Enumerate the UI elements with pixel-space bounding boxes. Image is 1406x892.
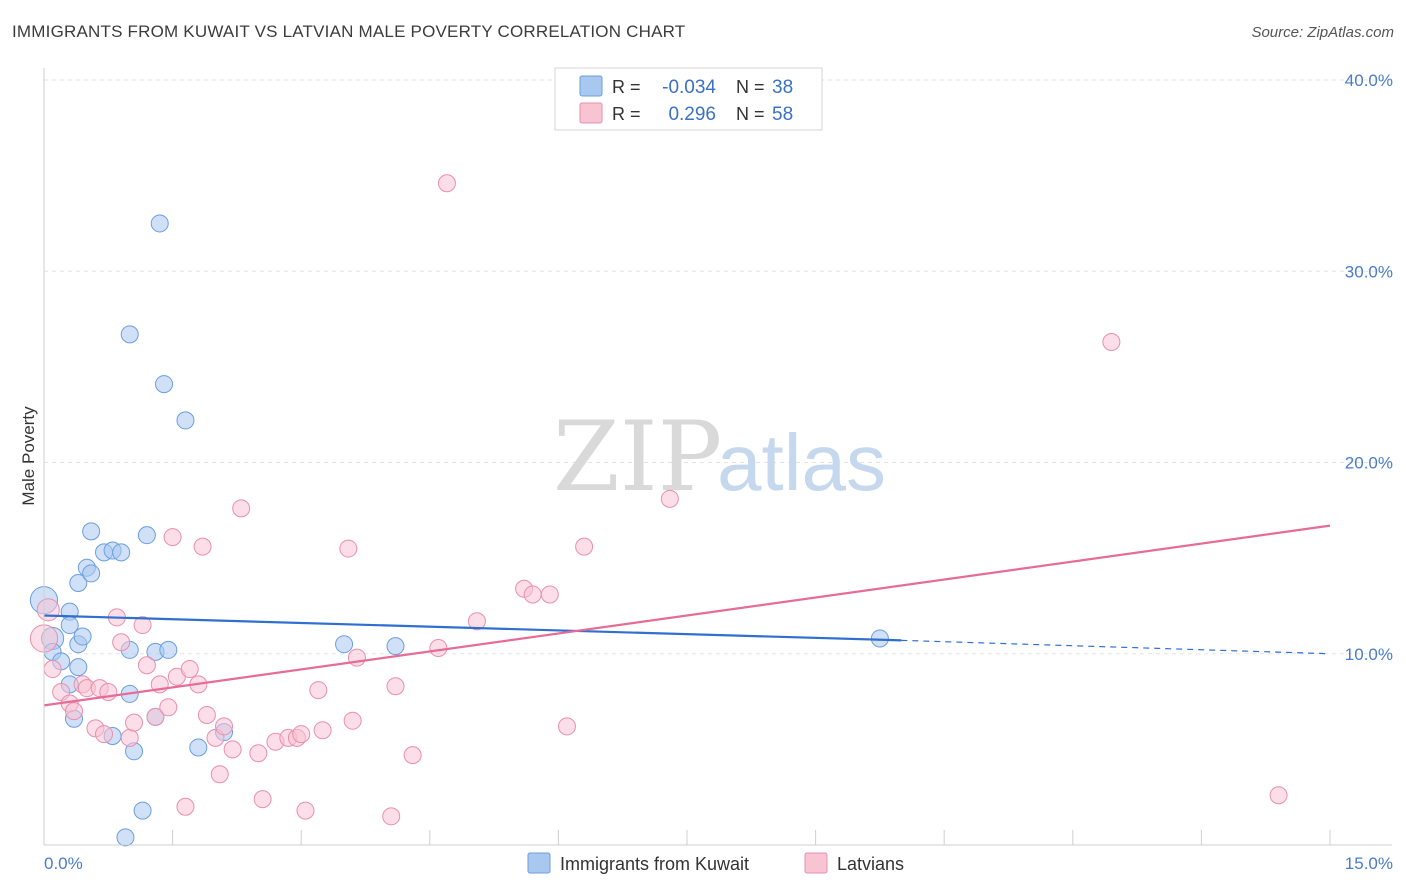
point-kuwait xyxy=(69,573,88,592)
point-latvians xyxy=(557,717,576,736)
y-axis-label: Male Poverty xyxy=(19,406,38,506)
point-latvians xyxy=(223,740,242,759)
point-kuwait xyxy=(150,214,169,233)
stats-swatch-kuwait xyxy=(579,75,603,97)
trend-lines xyxy=(43,524,1331,707)
point-latvians xyxy=(197,705,216,724)
point-latvians xyxy=(137,656,156,675)
point-latvians xyxy=(176,797,195,816)
point-kuwait xyxy=(176,411,195,430)
stats-swatch-latvians xyxy=(579,102,603,124)
point-latvians xyxy=(65,702,84,721)
y-tick-labels: 10.0% 20.0% 30.0% 40.0% xyxy=(1345,71,1393,664)
watermark-zip: ZIP xyxy=(553,401,722,513)
legend: Immigrants from Kuwait Latvians xyxy=(527,852,904,874)
point-latvians xyxy=(296,801,315,820)
data-points xyxy=(29,174,1288,847)
legend-label-latvians[interactable]: Latvians xyxy=(837,854,904,874)
point-latvians xyxy=(386,677,405,696)
stats-n-label-latvians: N = xyxy=(736,104,765,124)
x-tick-marks xyxy=(172,830,1331,845)
stats-r-label-kuwait: R = xyxy=(612,77,641,97)
watermark-atlas: atlas xyxy=(717,418,886,507)
point-latvians xyxy=(133,616,152,635)
point-latvians xyxy=(429,639,448,658)
point-kuwait xyxy=(870,629,889,648)
x-tick-label-min: 0.0% xyxy=(44,854,83,873)
point-kuwait xyxy=(120,325,139,344)
stats-n-value-latvians: 58 xyxy=(772,104,793,125)
point-latvians xyxy=(467,612,486,631)
point-latvians xyxy=(540,585,559,604)
point-latvians xyxy=(1102,333,1121,352)
stats-r-value-kuwait: -0.034 xyxy=(662,77,716,98)
point-kuwait xyxy=(335,635,354,654)
point-latvians xyxy=(343,711,362,730)
point-latvians xyxy=(253,790,272,809)
point-latvians xyxy=(36,598,60,622)
point-latvians xyxy=(163,528,182,547)
point-latvians xyxy=(382,807,401,826)
point-latvians xyxy=(215,717,234,736)
stats-n-value-kuwait: 38 xyxy=(772,77,793,98)
y-tick-label: 30.0% xyxy=(1345,262,1393,281)
point-kuwait xyxy=(386,637,405,656)
point-latvians xyxy=(180,660,199,679)
point-latvians xyxy=(313,721,332,740)
stats-n-label-kuwait: N = xyxy=(736,77,765,97)
y-tick-label: 10.0% xyxy=(1345,645,1393,664)
point-latvians xyxy=(437,174,456,193)
point-latvians xyxy=(249,744,268,763)
point-latvians xyxy=(193,537,212,556)
point-latvians xyxy=(120,728,139,747)
point-kuwait xyxy=(73,627,92,646)
point-kuwait xyxy=(137,526,156,545)
stats-box: R = -0.034 N = 38 R = 0.296 N = 58 xyxy=(554,67,823,131)
point-kuwait xyxy=(82,522,101,541)
point-kuwait xyxy=(189,738,208,757)
chart-title: IMMIGRANTS FROM KUWAIT VS LATVIAN MALE P… xyxy=(12,22,686,41)
point-latvians xyxy=(339,539,358,558)
trend-line-kuwait-extension xyxy=(901,639,1331,655)
point-latvians xyxy=(210,765,229,784)
point-latvians xyxy=(159,698,178,717)
stats-r-label-latvians: R = xyxy=(612,104,641,124)
point-latvians xyxy=(43,660,62,679)
point-latvians xyxy=(232,499,251,518)
point-latvians xyxy=(112,633,131,652)
point-latvians xyxy=(1269,786,1288,805)
point-latvians xyxy=(309,681,328,700)
point-latvians xyxy=(125,713,144,732)
point-latvians xyxy=(660,489,679,508)
trend-line-kuwait xyxy=(43,614,902,642)
point-kuwait xyxy=(69,658,88,677)
trend-line-latvians xyxy=(43,524,1331,707)
legend-label-kuwait[interactable]: Immigrants from Kuwait xyxy=(560,854,749,874)
point-kuwait xyxy=(112,543,131,562)
legend-swatch-kuwait[interactable] xyxy=(527,852,551,874)
y-tick-label: 40.0% xyxy=(1345,71,1393,90)
y-tick-label: 20.0% xyxy=(1345,454,1393,473)
point-kuwait xyxy=(133,801,152,820)
point-latvians xyxy=(292,725,311,744)
point-kuwait xyxy=(82,564,101,583)
source-label: Source: ZipAtlas.com xyxy=(1251,24,1394,41)
point-latvians xyxy=(523,585,542,604)
x-tick-label-max: 15.0% xyxy=(1345,854,1393,873)
point-latvians xyxy=(95,725,114,744)
point-kuwait xyxy=(116,828,135,847)
legend-swatch-latvians[interactable] xyxy=(804,852,828,874)
point-latvians xyxy=(575,537,594,556)
point-latvians xyxy=(403,746,422,765)
point-kuwait xyxy=(159,640,178,659)
grid-lines xyxy=(44,79,1392,655)
stats-r-value-latvians: 0.296 xyxy=(668,104,716,125)
point-kuwait xyxy=(155,375,174,394)
point-latvians xyxy=(146,707,165,726)
